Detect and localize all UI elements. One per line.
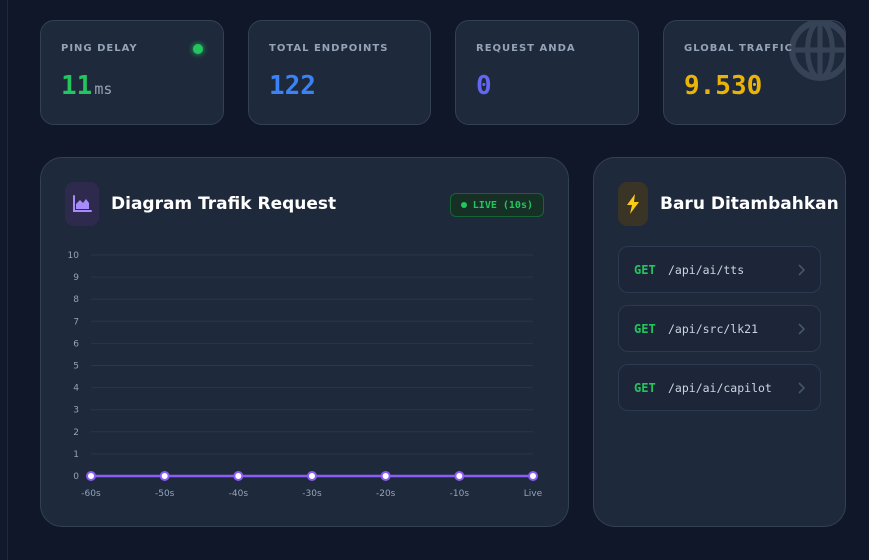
- lightning-icon: [618, 182, 648, 226]
- live-indicator-dot: [460, 202, 467, 208]
- stat-card-requests: REQUEST ANDA 0: [455, 20, 639, 125]
- y-tick-label: 5: [73, 362, 79, 372]
- x-tick-label: -30s: [302, 489, 322, 499]
- endpoint-method: GET: [634, 321, 656, 336]
- data-point: [86, 471, 96, 481]
- stat-card-traffic: GLOBAL TRAFFIC 9.530: [663, 20, 846, 125]
- traffic-line-chart: 0 1 2 3 4 5 6 7 8 9 10 -60s -50s -40s -30s -20s -10s Live: [68, 251, 543, 499]
- data-point: [454, 471, 465, 481]
- live-badge: LIVE (10s): [449, 193, 544, 217]
- stat-label: GLOBAL TRAFFIC: [684, 43, 793, 54]
- endpoint-path: /api/ai/capilot: [668, 380, 772, 395]
- stat-value-ping: 11 ms: [61, 71, 112, 101]
- y-tick-label: 7: [73, 317, 79, 327]
- y-tick-label: 3: [73, 406, 79, 416]
- area-chart-icon: [65, 182, 99, 226]
- ping-value: 11: [61, 71, 93, 101]
- x-tick-label: Live: [524, 489, 543, 499]
- y-tick-label: 0: [73, 472, 79, 482]
- stat-value-endpoints: 122: [269, 71, 316, 101]
- endpoint-path: /api/ai/tts: [668, 262, 745, 277]
- endpoint-item[interactable]: GET /api/ai/capilot: [618, 364, 821, 411]
- data-point: [307, 471, 317, 481]
- y-tick-label: 8: [73, 295, 79, 305]
- endpoint-item[interactable]: GET /api/src/lk21: [618, 305, 821, 352]
- stat-label: REQUEST ANDA: [476, 43, 576, 54]
- endpoint-method: GET: [634, 262, 656, 277]
- chevron-right-icon: [798, 323, 806, 335]
- y-tick-label: 6: [73, 339, 79, 349]
- ping-unit: ms: [94, 80, 113, 98]
- data-point: [159, 471, 170, 481]
- x-tick-label: -60s: [81, 489, 101, 499]
- recent-title: Baru Ditambahkan: [660, 194, 839, 214]
- x-tick-label: -40s: [229, 489, 249, 499]
- x-tick-label: -10s: [450, 489, 470, 499]
- stat-value-requests: 0: [476, 71, 492, 101]
- y-tick-label: 1: [73, 450, 79, 460]
- sidebar-edge: [0, 0, 8, 560]
- stat-value-traffic: 9.530: [684, 71, 763, 101]
- traffic-chart-panel: Diagram Trafik Request LIVE (10s) 0 1 2 3 4 5…: [40, 157, 569, 527]
- stat-label: PING DELAY: [61, 43, 138, 54]
- y-tick-label: 2: [73, 428, 79, 438]
- x-tick-label: -50s: [155, 489, 175, 499]
- stat-card-endpoints: TOTAL ENDPOINTS 122: [248, 20, 431, 125]
- recent-endpoints-panel: Baru Ditambahkan GET /api/ai/tts GET /ap…: [593, 157, 846, 527]
- chevron-right-icon: [798, 264, 806, 276]
- data-point: [380, 471, 391, 481]
- data-point: [528, 471, 538, 481]
- y-tick-label: 10: [68, 251, 80, 261]
- endpoint-method: GET: [634, 380, 656, 395]
- y-tick-label: 4: [73, 384, 79, 394]
- status-dot: [193, 44, 203, 54]
- endpoint-item[interactable]: GET /api/ai/tts: [618, 246, 821, 293]
- endpoint-path: /api/src/lk21: [668, 321, 759, 336]
- stat-card-ping: PING DELAY 11 ms: [40, 20, 224, 125]
- live-badge-label: LIVE (10s): [472, 199, 533, 211]
- stat-label: TOTAL ENDPOINTS: [269, 43, 389, 54]
- x-tick-label: -20s: [376, 489, 396, 499]
- chevron-right-icon: [798, 382, 806, 394]
- chart-title: Diagram Trafik Request: [111, 194, 337, 214]
- globe-icon: [789, 21, 845, 81]
- y-tick-label: 9: [73, 273, 79, 283]
- data-point: [233, 471, 244, 481]
